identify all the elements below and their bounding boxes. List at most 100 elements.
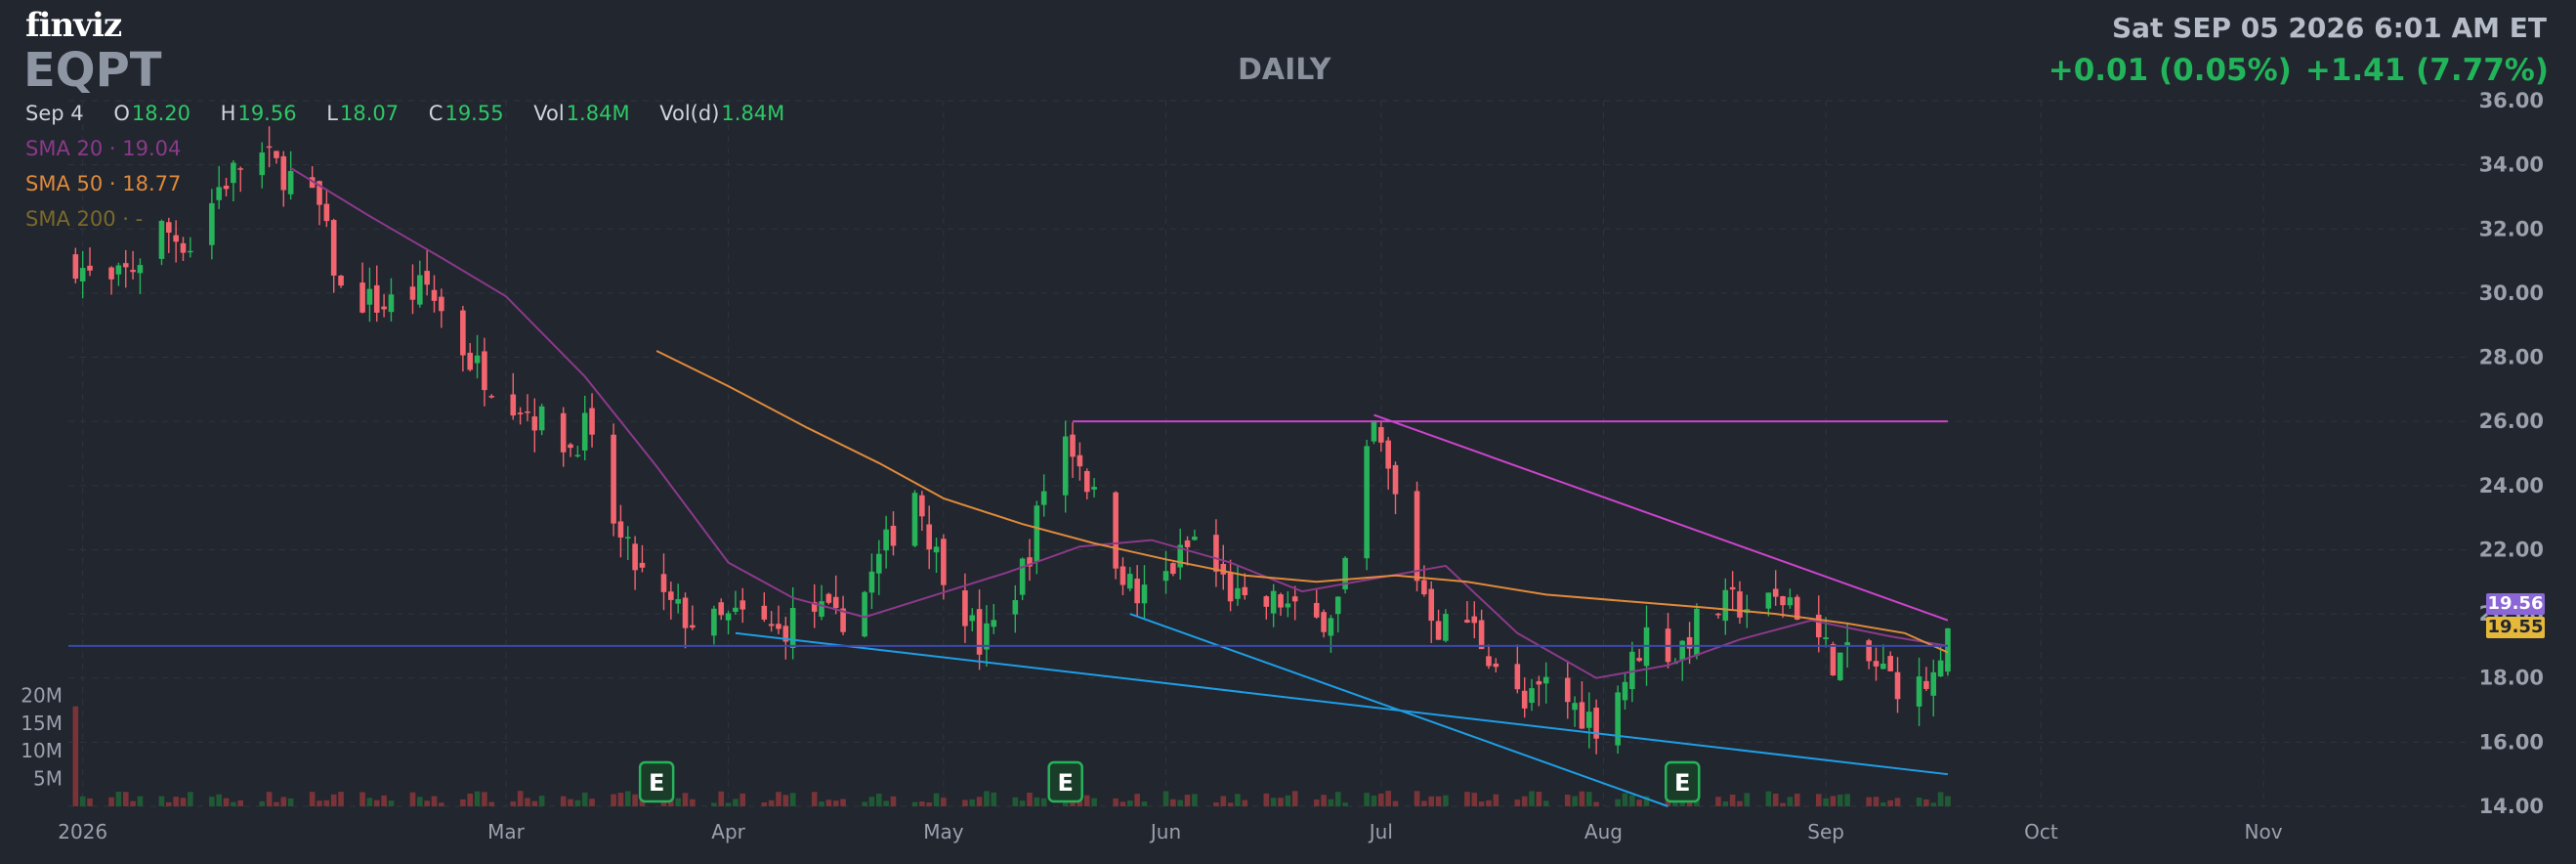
finviz-logo[interactable]: finviz bbox=[25, 6, 122, 45]
volume-value: 1.84M bbox=[566, 102, 630, 125]
x-tick-label: Sep bbox=[1807, 820, 1844, 843]
volume-bar bbox=[969, 799, 976, 806]
candle-body bbox=[1464, 620, 1470, 623]
grid bbox=[68, 100, 2471, 807]
candle-body bbox=[632, 543, 638, 571]
candle-body bbox=[388, 294, 395, 313]
volume-bar bbox=[1493, 794, 1499, 806]
candle-body bbox=[660, 574, 667, 592]
candle-body bbox=[431, 289, 438, 301]
candle-body bbox=[1443, 614, 1449, 641]
volume-bar bbox=[1866, 797, 1872, 806]
volume-bar bbox=[639, 799, 646, 806]
earnings-marker-box bbox=[1664, 760, 1701, 803]
candle-body bbox=[668, 591, 674, 600]
volume-bar bbox=[1342, 802, 1348, 806]
volume-tick-label: 20M bbox=[21, 683, 63, 707]
volume-bar bbox=[1787, 797, 1794, 806]
earnings-marker-label: E bbox=[1674, 769, 1690, 797]
volume-bar bbox=[1880, 802, 1886, 806]
volume-bar bbox=[1514, 799, 1521, 806]
timeframe-label[interactable]: DAILY bbox=[1238, 53, 1331, 87]
candle-body bbox=[1371, 420, 1377, 442]
candle-body bbox=[611, 434, 616, 524]
candle-body bbox=[223, 186, 230, 190]
volume-bar bbox=[1937, 792, 1944, 806]
volume-bar bbox=[1414, 791, 1420, 806]
candle-body bbox=[1894, 671, 1901, 700]
candle-body bbox=[890, 525, 897, 546]
candle-body bbox=[1127, 574, 1133, 589]
candle-body bbox=[825, 593, 832, 603]
candle-body bbox=[417, 275, 423, 305]
candle-body bbox=[1235, 587, 1241, 599]
volume-bar bbox=[776, 792, 781, 806]
volume-bar bbox=[359, 792, 365, 806]
candle-body bbox=[188, 250, 193, 253]
sma50-legend[interactable]: SMA 50 · 18.77 bbox=[25, 172, 182, 195]
volume-bar bbox=[366, 798, 373, 806]
volume-bar bbox=[158, 796, 165, 806]
volume-bar bbox=[976, 797, 983, 806]
candle-body bbox=[330, 220, 337, 276]
volume-bar bbox=[1794, 793, 1800, 806]
volume-bar bbox=[1313, 799, 1320, 806]
candle-body bbox=[1034, 505, 1040, 562]
volume-bar bbox=[825, 799, 832, 806]
y-tick-label: 30.00 bbox=[2479, 281, 2544, 305]
earnings-marker[interactable]: E bbox=[1664, 760, 1701, 803]
support-descending-long-line bbox=[735, 631, 1949, 776]
sma200-legend[interactable]: SMA 200 · - bbox=[25, 207, 144, 231]
sma20-line bbox=[290, 167, 1949, 679]
volume-bar bbox=[1328, 799, 1334, 806]
earnings-marker-label: E bbox=[649, 769, 664, 797]
candle-body bbox=[1342, 557, 1348, 590]
volume-bar bbox=[991, 792, 997, 806]
candle-body bbox=[231, 162, 236, 184]
volume-bar bbox=[581, 792, 588, 806]
candle-body bbox=[883, 529, 889, 551]
x-tick-label: Aug bbox=[1584, 820, 1623, 843]
volume-bar bbox=[868, 797, 875, 806]
volume-bar bbox=[718, 791, 725, 806]
candle-body bbox=[309, 177, 316, 189]
volume-bar bbox=[919, 801, 925, 806]
candle-body bbox=[862, 591, 867, 637]
candle-body bbox=[1937, 660, 1944, 677]
candle-body bbox=[482, 351, 487, 391]
candle-body bbox=[439, 296, 444, 312]
candle-body bbox=[209, 202, 215, 245]
volume-bar bbox=[632, 794, 638, 806]
volume-bar bbox=[266, 792, 273, 806]
volume-bar bbox=[1615, 799, 1621, 806]
sma20-legend[interactable]: SMA 20 · 19.04 bbox=[25, 137, 182, 160]
volume-bar bbox=[280, 797, 287, 806]
candle-body bbox=[287, 170, 294, 194]
volume-bar bbox=[1235, 794, 1241, 806]
volume-bar bbox=[1629, 795, 1635, 806]
close-price-badge: 19.55 bbox=[2486, 617, 2545, 638]
volume-bar bbox=[488, 801, 495, 806]
earnings-marker[interactable]: E bbox=[1047, 760, 1083, 803]
candle-body bbox=[1930, 671, 1937, 696]
volume-bar bbox=[79, 796, 86, 806]
volume-bar bbox=[690, 799, 696, 806]
volume-bar bbox=[1464, 792, 1470, 806]
volume-bar bbox=[984, 791, 990, 806]
volume-bar bbox=[1737, 800, 1743, 806]
candle-body bbox=[488, 396, 495, 398]
volume-bar bbox=[531, 800, 538, 806]
candle-body bbox=[1844, 642, 1850, 647]
volume-bar bbox=[1364, 793, 1370, 806]
earnings-marker[interactable]: E bbox=[638, 760, 675, 803]
candle-body bbox=[675, 598, 681, 604]
volume-bar bbox=[1873, 797, 1879, 806]
volume-bar bbox=[962, 799, 968, 806]
candle-body bbox=[1162, 571, 1169, 582]
volume-bar bbox=[1421, 800, 1427, 806]
volume-bar bbox=[560, 796, 567, 806]
candle-body bbox=[682, 597, 689, 628]
volume-bar bbox=[1040, 798, 1047, 806]
candle-body bbox=[1729, 586, 1736, 590]
